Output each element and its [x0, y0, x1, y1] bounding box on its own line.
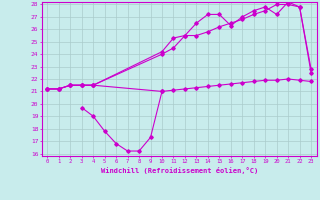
- X-axis label: Windchill (Refroidissement éolien,°C): Windchill (Refroidissement éolien,°C): [100, 167, 258, 174]
